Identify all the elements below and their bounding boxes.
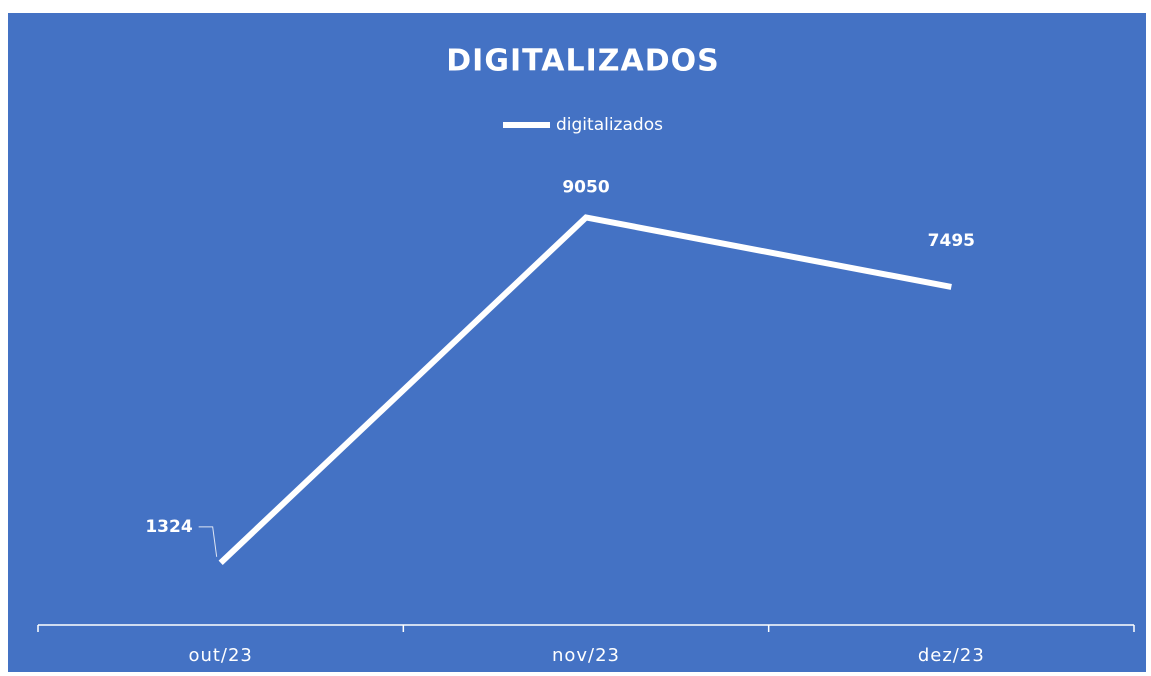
line — [218, 214, 952, 565]
x-tick-label: out/23 — [188, 645, 252, 666]
x-tick-label: nov/23 — [552, 645, 620, 666]
data-label: 1324 — [145, 517, 192, 537]
data-label: 7495 — [928, 231, 975, 251]
legend-label: digitalizados — [556, 115, 663, 135]
leader-line — [198, 526, 218, 557]
data-label: 9050 — [562, 177, 609, 197]
x-tick-label: dez/23 — [918, 645, 985, 666]
chart-title: DIGITALIZADOS — [446, 44, 719, 79]
chart-background — [8, 13, 1146, 672]
